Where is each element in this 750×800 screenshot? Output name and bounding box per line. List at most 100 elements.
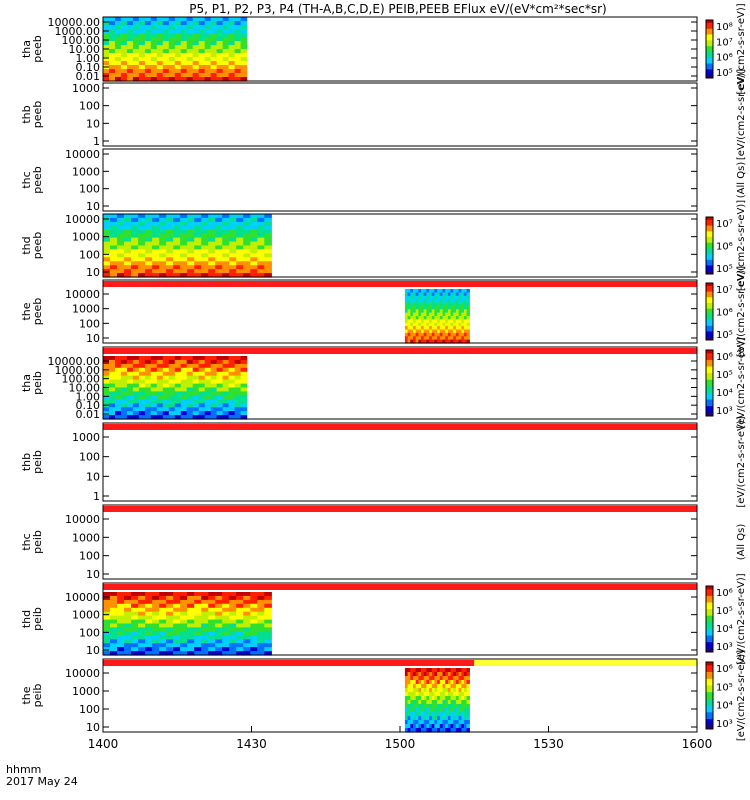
spectrogram-cell (168, 25, 176, 30)
spectrogram-cell (103, 37, 110, 42)
spectrogram-cell (445, 326, 449, 331)
spectrogram-cell (180, 41, 188, 46)
spectrogram-cell (418, 316, 422, 320)
spectrogram-cell (257, 619, 265, 625)
spectrogram-cell (413, 676, 417, 681)
spectrogram-cell (423, 684, 427, 689)
spectrogram-cell (234, 387, 242, 392)
spectrogram-cell (210, 399, 218, 404)
spectrogram-cell (210, 45, 218, 50)
colorbar-segment (706, 22, 713, 27)
spectrogram-cell (413, 716, 417, 721)
spectrogram-cell (117, 229, 125, 235)
spectrogram-cell (131, 245, 139, 250)
spectrogram-cell (216, 21, 224, 26)
spectrogram-cell (174, 33, 182, 38)
spectrogram-cell (210, 41, 218, 46)
spectrogram-cell (103, 619, 111, 625)
spectrogram-cell (442, 322, 446, 327)
spectrogram-cell (208, 217, 216, 223)
spectrogram-cell (243, 269, 251, 274)
spectrogram-cell (439, 319, 444, 324)
spectrogram-cell (236, 229, 244, 235)
spectrogram-cell (215, 592, 223, 597)
spectrogram-cell (109, 395, 116, 400)
panel-frame (102, 148, 698, 212)
spectrogram-cell (173, 615, 181, 621)
spectrogram-cell (115, 356, 122, 361)
spectrogram-cell (423, 724, 427, 729)
spectrogram-cell (243, 217, 251, 223)
spectrogram-cell (192, 77, 200, 82)
spectrogram-cell (228, 356, 236, 361)
spectrogram-cell (439, 680, 444, 685)
spectrogram-cell (208, 221, 216, 227)
spectrogram-cell (138, 371, 146, 377)
spectrogram-cell (159, 611, 167, 617)
spectrogram-cell (439, 704, 444, 709)
spectrogram-cell (264, 245, 272, 250)
spectrogram-cell (229, 273, 237, 278)
spectrogram-cell (421, 305, 425, 310)
spectrogram-cell (240, 391, 248, 396)
spectrogram-cell (426, 309, 430, 314)
date-label: 2017 May 24 (6, 775, 78, 788)
spectrogram-cell (264, 647, 272, 652)
colorbar-tick-label: 10⁶ (716, 308, 733, 319)
spectrogram-cell (463, 724, 468, 729)
spectrogram-cell (216, 77, 224, 82)
spectrogram-cell (222, 49, 230, 54)
spectrogram-cell (410, 305, 414, 310)
spectrogram-cell (404, 312, 409, 317)
spectrogram-cell (222, 265, 230, 270)
spectrogram-cell (463, 712, 468, 717)
spectrogram-cell (228, 65, 236, 70)
spectrogram-cell (110, 592, 118, 597)
spectrogram-cell (138, 49, 146, 54)
spectrogram-cell (421, 672, 425, 677)
colorbar-segment (706, 350, 713, 354)
colorbar-segment (706, 331, 713, 335)
spectrogram-cell (423, 704, 427, 709)
spectrogram-cell (198, 21, 206, 26)
spectrogram-cell (431, 289, 436, 293)
spectrogram-cell (204, 395, 212, 400)
spectrogram-cell (415, 322, 419, 327)
spectrogram-cell (144, 41, 152, 46)
spectrogram-cell (109, 17, 116, 22)
spectrogram-cell (192, 53, 200, 58)
product-label: peib (31, 371, 44, 395)
spectrogram-cell (450, 332, 454, 337)
spectrogram-cell (458, 712, 462, 717)
spectrogram-cell (455, 309, 460, 314)
spectrogram-cell (418, 326, 422, 331)
spectrogram-cell (450, 292, 454, 297)
spectrogram-cell (126, 21, 134, 26)
spectrogram-cell (159, 269, 167, 274)
spectrogram-cell (180, 415, 188, 420)
spectrogram-cell (264, 241, 272, 247)
spectrogram-cell (415, 309, 419, 314)
spectrogram-cell (240, 45, 248, 50)
spectrogram-cell (429, 332, 433, 337)
spectrogram-cell (466, 708, 470, 713)
spectrogram-cell (138, 57, 146, 62)
spectrogram-cell (257, 273, 265, 278)
spectrogram-cell (192, 411, 200, 416)
spectrogram-cell (173, 651, 181, 656)
spectrogram-cell (257, 253, 265, 258)
spectrogram-cell (228, 45, 236, 50)
spectrogram-cell (431, 712, 436, 717)
spectrogram-cell (413, 696, 417, 701)
spectrogram-cell (159, 261, 167, 266)
spectrogram-cell (180, 37, 188, 42)
spectrogram-cell (132, 359, 140, 365)
spectrogram-cell (120, 363, 128, 369)
spectrogram-cell (110, 631, 118, 636)
spectrogram-cell (215, 214, 223, 219)
colorbar-segment (706, 648, 713, 653)
colorbar-frame (705, 349, 714, 417)
colorbar-title-text: [eV/(cm2-s-sr-eV)] (736, 416, 747, 507)
spectrogram-cell (439, 668, 444, 673)
spectrogram-cell (162, 57, 170, 62)
